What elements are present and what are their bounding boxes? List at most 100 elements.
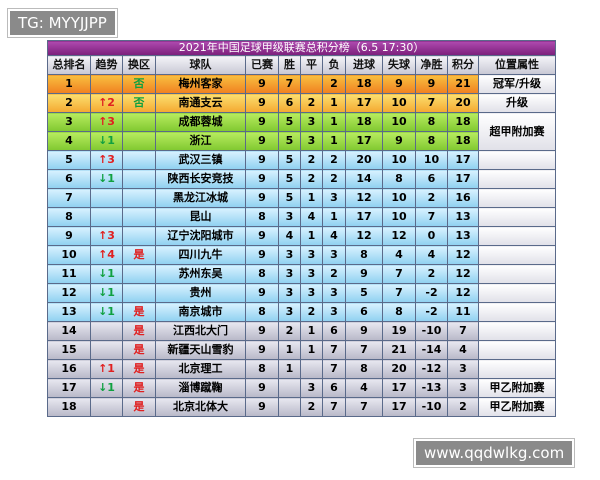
cell: 1 [47, 74, 91, 94]
cell [122, 150, 156, 170]
table-row: 5 ↑3 武汉三镇 9 5 2 2 20 10 10 17 [47, 150, 557, 170]
cell: 9 [47, 226, 91, 246]
table-row: 15 是新疆天山雪豹 9 1 1 7 7 21 -14 4 [47, 340, 557, 360]
cell: 15 [47, 340, 91, 360]
cell: ↓1 [90, 302, 123, 322]
cell: 17 [345, 207, 383, 227]
cell: ↑4 [90, 245, 123, 265]
cell: 8 [245, 302, 279, 322]
cell: -14 [415, 340, 448, 360]
cell: 16 [447, 188, 479, 208]
cell: 12 [345, 226, 383, 246]
column-header: 位置属性 [477, 55, 557, 75]
position-attribute [477, 264, 557, 284]
cell: 武汉三镇 [155, 150, 246, 170]
cell: 18 [447, 112, 479, 132]
column-header: 净胜 [415, 55, 448, 75]
header-row: 总排名 趋势 换区 球队 已赛胜平负进球 失球 净胜 积分 位置属性 [47, 55, 557, 75]
cell [90, 397, 123, 417]
cell: 四川九牛 [155, 245, 246, 265]
position-attribute: 超甲附加赛 [477, 112, 557, 151]
cell: 北京理工 [155, 359, 246, 379]
cell: 5 [278, 112, 301, 132]
table-row: 18 是北京北体大 9 2 7 7 17 -10 2 甲乙附加赛 [47, 397, 557, 417]
cell: 是 [122, 359, 156, 379]
cell [122, 226, 156, 246]
column-header: 趋势 [90, 55, 123, 75]
cell: 10 [382, 150, 416, 170]
cell [300, 74, 323, 94]
cell: 1 [322, 131, 346, 151]
cell [90, 340, 123, 360]
cell: 6 [322, 321, 346, 341]
cell: 1 [322, 207, 346, 227]
cell: 南京城市 [155, 302, 246, 322]
cell [122, 207, 156, 227]
cell: 13 [47, 302, 91, 322]
table-row: 4 ↓1 浙江 9 5 3 1 17 9 8 18 [47, 131, 556, 151]
table-title: 2021年中国足球甲级联赛总积分榜（6.5 17:30） [46, 40, 557, 56]
cell: -2 [415, 283, 448, 303]
cell: 9 [245, 283, 279, 303]
cell: ↓1 [90, 264, 123, 284]
cell: 12 [345, 188, 383, 208]
cell: -10 [415, 321, 448, 341]
cell: ↑3 [90, 150, 123, 170]
cell: 2 [322, 74, 346, 94]
cell: ↑1 [90, 359, 123, 379]
cell: 9 [345, 264, 383, 284]
cell: 9 [245, 378, 279, 398]
cell: 7 [322, 340, 346, 360]
table-row: 8 昆山 8 3 4 1 17 10 7 13 [47, 207, 557, 227]
cell: 9 [345, 321, 383, 341]
cell: ↓1 [90, 283, 123, 303]
position-attribute [477, 150, 557, 170]
table-row: 7 黑龙江冰城 9 5 1 3 12 10 2 16 [47, 188, 557, 208]
cell: 南通支云 [155, 93, 246, 113]
position-attribute [477, 245, 557, 265]
cell: 2 [447, 397, 479, 417]
cell: 0 [415, 226, 448, 246]
cell: 9 [245, 131, 279, 151]
cell: 梅州客家 [155, 74, 246, 94]
cell: 17 [47, 378, 91, 398]
cell: 3 [278, 283, 301, 303]
cell: 19 [382, 321, 416, 341]
cell: 成都蓉城 [155, 112, 246, 132]
table-body: 2021年中国足球甲级联赛总积分榜（6.5 17:30） 总排名 趋势 换区 球队 已赛… [46, 40, 557, 417]
cell: 9 [245, 93, 279, 113]
cell: 4 [278, 226, 301, 246]
cell: 7 [447, 321, 479, 341]
cell: 12 [447, 283, 479, 303]
cell: 2 [300, 302, 323, 322]
cell: 4 [382, 245, 416, 265]
column-header: 换区 [122, 55, 156, 75]
cell [278, 378, 301, 398]
cell: 1 [300, 340, 323, 360]
cell: 3 [278, 207, 301, 227]
table-row: 10 ↑4 是四川九牛 9 3 3 3 8 4 4 12 [47, 245, 557, 265]
cell: 新疆天山雪豹 [155, 340, 246, 360]
title-row: 2021年中国足球甲级联赛总积分榜（6.5 17:30） [46, 40, 557, 56]
cell: 20 [382, 359, 416, 379]
cell: 10 [382, 93, 416, 113]
cell: 3 [322, 245, 346, 265]
cell: 2 [300, 150, 323, 170]
cell: 9 [245, 340, 279, 360]
cell: 江西北大门 [155, 321, 246, 341]
cell: 3 [300, 131, 323, 151]
cell: 8 [345, 359, 383, 379]
cell: 2 [300, 169, 323, 189]
cell: 8 [245, 264, 279, 284]
position-attribute [477, 283, 557, 303]
cell: 9 [382, 74, 416, 94]
cell: 4 [447, 340, 479, 360]
cell: 4 [415, 245, 448, 265]
cell: 是 [122, 378, 156, 398]
cell: 8 [382, 169, 416, 189]
overlay-url: www.qqdwlkg.com [414, 439, 575, 467]
cell: 否 [122, 74, 156, 94]
position-attribute [477, 169, 557, 189]
column-header: 已赛 [245, 55, 279, 75]
